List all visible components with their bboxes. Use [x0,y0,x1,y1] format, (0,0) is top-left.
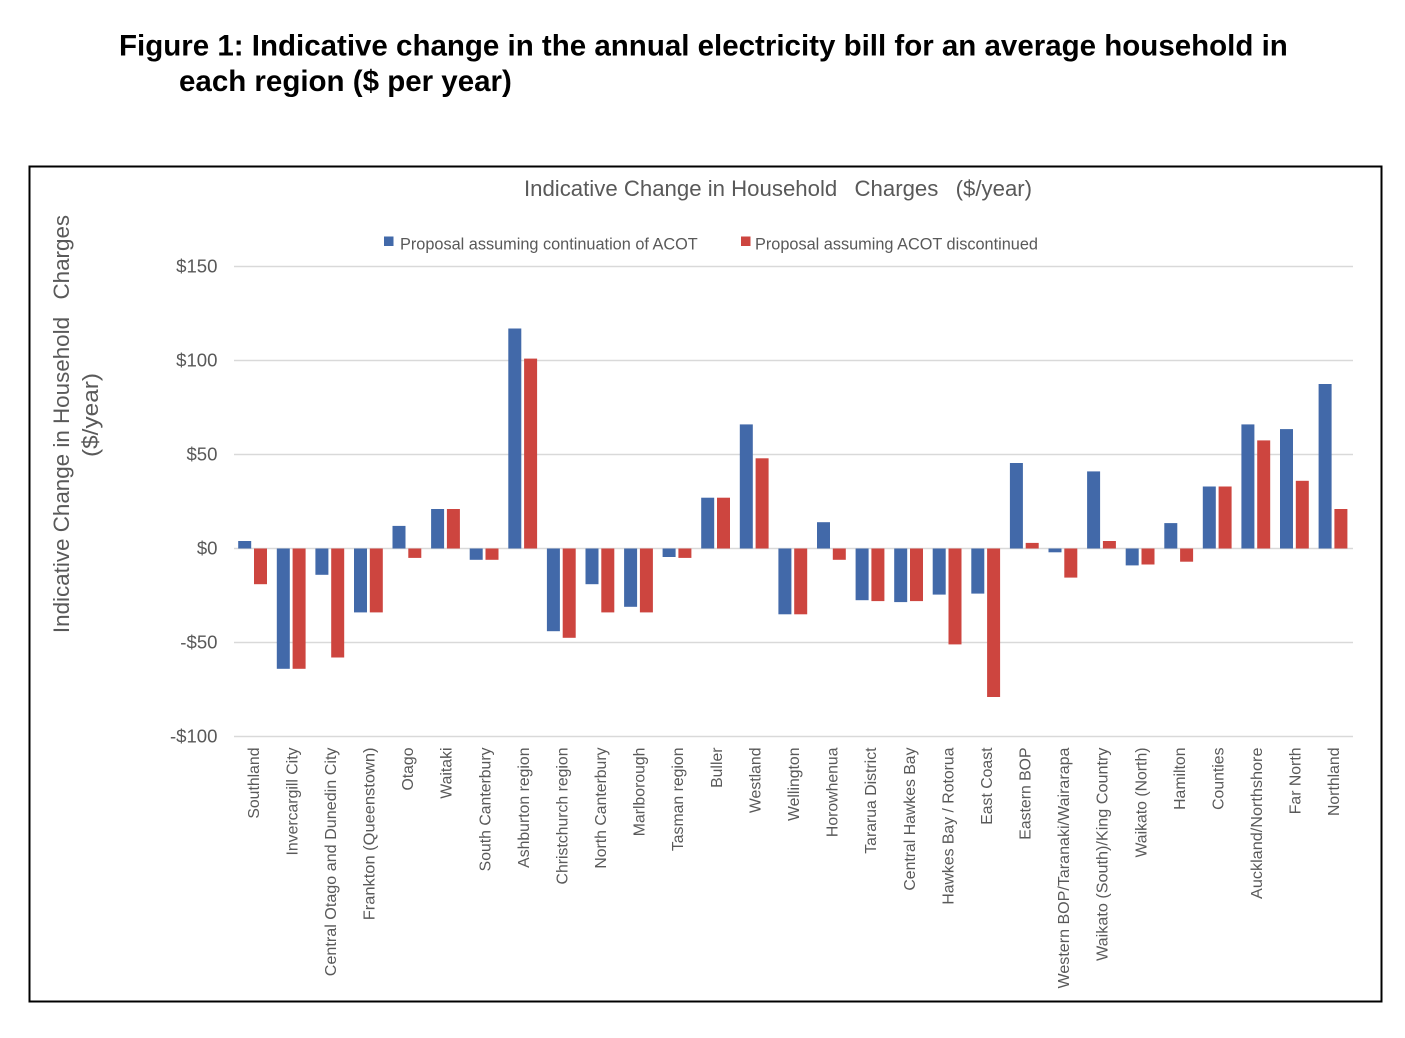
svg-text:Waikato (North): Waikato (North) [1133,748,1150,858]
svg-text:Buller: Buller [709,748,726,788]
svg-text:Wellington: Wellington [786,748,803,821]
svg-text:Far North: Far North [1288,748,1305,815]
svg-text:Ashburton region: Ashburton region [516,748,533,868]
svg-text:Proposal assuming continuation: Proposal assuming continuation of ACOT [400,236,698,254]
svg-text:Christchurch region: Christchurch region [555,748,572,885]
svg-text:Waikato (South)/King Country: Waikato (South)/King Country [1095,747,1112,961]
svg-text:North Canterbury: North Canterbury [593,747,610,868]
svg-text:Otago: Otago [400,747,417,790]
svg-text:Eastern BOP: Eastern BOP [1018,748,1035,840]
svg-text:Indicative Change in Household: Indicative Change in Household Charges (… [524,176,1032,201]
svg-text:Waitaki: Waitaki [439,748,456,799]
svg-text:Northland: Northland [1326,748,1343,817]
svg-text:-$100: -$100 [170,726,218,747]
svg-text:Westland: Westland [747,748,764,814]
svg-text:Western BOP/Taranaki/Wairarapa: Western BOP/Taranaki/Wairarapa [1056,747,1073,988]
svg-text:Marlborough: Marlborough [632,748,649,837]
svg-text:($/year): ($/year) [78,373,103,457]
svg-text:Indicative Change in Household: Indicative Change in Household Charges [49,215,74,633]
svg-text:Figure 1: Indicative change in: Figure 1: Indicative change in the annua… [119,30,1288,63]
svg-text:Southland: Southland [246,748,263,819]
svg-text:Horowhenua: Horowhenua [825,747,842,837]
svg-text:Central Otago and Dunedin City: Central Otago and Dunedin City [323,747,340,976]
svg-text:Frankton (Queenstown): Frankton (Queenstown) [362,748,379,921]
svg-text:Counties: Counties [1210,747,1227,809]
svg-text:Hawkes Bay / Rotorua: Hawkes Bay / Rotorua [940,747,957,904]
svg-text:$50: $50 [186,444,217,465]
svg-text:$150: $150 [176,256,217,277]
svg-text:Hamilton: Hamilton [1172,748,1189,810]
svg-text:Central Hawkes Bay: Central Hawkes Bay [902,747,919,890]
svg-text:Auckland/Northshore: Auckland/Northshore [1249,747,1266,899]
svg-text:South Canterbury: South Canterbury [477,747,494,871]
svg-text:Invercargill City: Invercargill City [284,747,301,855]
svg-text:$100: $100 [176,350,217,371]
svg-text:-$50: -$50 [180,632,217,653]
svg-text:each region ($ per year): each region ($ per year) [179,65,512,98]
svg-text:Proposal assuming ACOT discont: Proposal assuming ACOT discontinued [755,236,1038,254]
svg-text:East Coast: East Coast [979,747,996,825]
svg-text:Tararua District: Tararua District [863,747,880,854]
svg-text:Tasman region: Tasman region [670,748,687,852]
svg-text:$0: $0 [197,538,218,559]
